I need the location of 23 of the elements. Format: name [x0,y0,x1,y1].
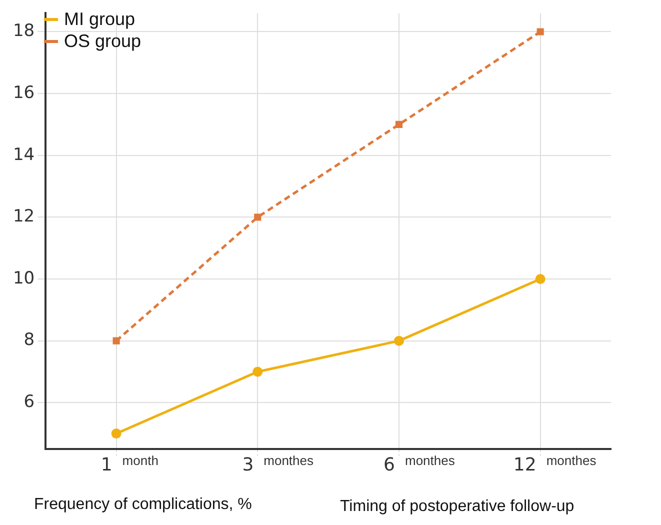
x-tick-label: 1 month [100,453,158,476]
y-tick-label: 12 [12,206,35,227]
text: Frequency of complications, % [34,496,252,514]
point [111,428,122,439]
x-axis-title: Timing of postoperative follow-up [340,498,574,516]
y-tick-label: 10 [12,268,35,288]
y-tick-label: 6 [24,392,35,412]
y-tick-label: 8 [24,330,35,350]
point [536,28,544,36]
point [112,337,120,344]
point [252,366,263,377]
point [395,120,403,128]
point [535,274,546,284]
x-tick-label: 12 monthes [513,453,597,476]
y-tick-label: 14 [12,144,35,165]
legend-label: OS group [64,30,142,52]
point [394,336,404,346]
y-tick-label: 16 [12,82,35,103]
legend-label: MI group [64,8,136,30]
point [254,214,262,221]
y-tick-label: 18 [12,21,35,42]
x-tick-label: 3 monthes [242,453,314,476]
x-tick-label: 6 monthes [384,453,456,476]
